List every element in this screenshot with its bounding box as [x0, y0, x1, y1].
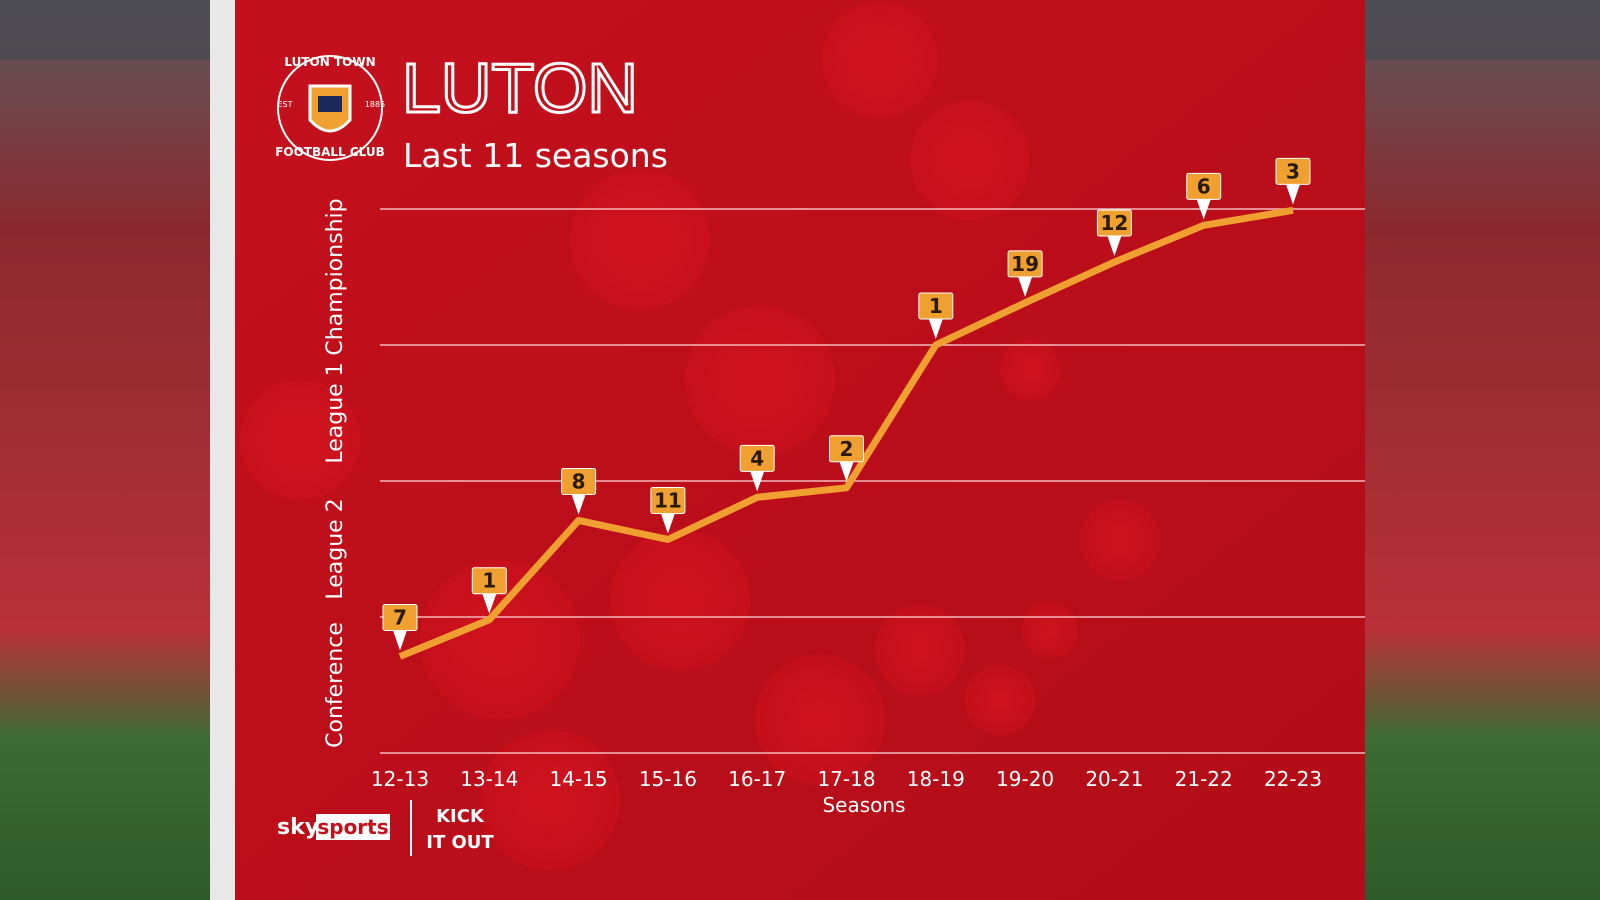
- x-tick-label: 17-18: [817, 767, 875, 791]
- position-box: [1186, 172, 1222, 200]
- chart-title: LUTON: [402, 49, 638, 127]
- x-tick-label: 12-13: [371, 767, 429, 791]
- marker-pointer: [1107, 236, 1122, 257]
- brand-sports: sports: [317, 815, 388, 839]
- position-label: 8: [572, 469, 586, 493]
- x-axis-label: Seasons: [822, 793, 905, 817]
- brand-sky: sky: [277, 815, 319, 840]
- position-marker: 3: [1275, 157, 1311, 205]
- brand-box: [316, 814, 390, 840]
- x-tick-label: 14-15: [550, 767, 608, 791]
- campaign-bottom: IT OUT: [426, 832, 494, 853]
- x-tick-label: 22-23: [1264, 767, 1322, 791]
- marker-pointer: [1018, 276, 1033, 297]
- position-box: [1096, 209, 1132, 237]
- chart-subtitle: Last 11 seasons: [403, 136, 668, 175]
- position-marker: 8: [561, 467, 597, 515]
- y-band-label: League 1: [323, 362, 348, 463]
- y-band-label: Championship: [323, 198, 348, 355]
- position-label: 2: [840, 437, 854, 461]
- y-band-label: Conference: [323, 622, 348, 748]
- position-label: 11: [654, 488, 682, 512]
- marker-pointer: [660, 513, 675, 534]
- position-box: [918, 292, 954, 320]
- marker-pointer: [393, 630, 407, 651]
- position-label: 3: [1286, 159, 1300, 183]
- marker-pointer: [1286, 184, 1300, 205]
- position-marker: 1: [471, 567, 507, 614]
- x-tick-label: 15-16: [639, 767, 697, 791]
- marker-pointer: [482, 593, 497, 614]
- position-box: [1007, 250, 1043, 278]
- series-line: [398, 206, 1294, 660]
- position-marker: 4: [739, 444, 775, 492]
- brand-logos: sky sports KICK IT OUT: [277, 800, 494, 856]
- panel-edge: [210, 0, 235, 900]
- position-marker: 6: [1186, 172, 1222, 220]
- position-label: 1: [929, 294, 943, 318]
- position-label: 4: [750, 446, 764, 470]
- position-box: [650, 486, 686, 514]
- x-tick-label: 19-20: [996, 767, 1054, 791]
- badge-left: EST: [277, 100, 292, 109]
- position-box: [471, 567, 507, 595]
- x-tick-label: 20-21: [1085, 767, 1143, 791]
- position-marker: 11: [650, 486, 686, 534]
- position-box: [739, 444, 775, 472]
- campaign-top: KICK: [436, 806, 485, 827]
- position-marker: 12: [1096, 209, 1132, 257]
- badge-bottom: FOOTBALL CLUB: [275, 145, 385, 159]
- position-box: [829, 435, 864, 463]
- position-label: 7: [393, 605, 407, 629]
- marker-pointer: [928, 319, 943, 339]
- position-label: 6: [1197, 174, 1211, 198]
- position-marker: 1: [918, 292, 954, 339]
- panel-dots: [240, 2, 1160, 870]
- club-badge: LUTON TOWN FOOTBALL CLUB EST 1885: [275, 55, 385, 161]
- position-box: [1275, 157, 1311, 185]
- x-tick-label: 16-17: [728, 767, 786, 791]
- badge-top: LUTON TOWN: [284, 55, 375, 69]
- position-marker: 19: [1007, 250, 1043, 297]
- marker-pointer: [839, 461, 854, 482]
- marker-pointer: [1196, 199, 1211, 220]
- marker-pointer: [571, 494, 586, 515]
- position-label: 1: [482, 569, 496, 593]
- position-marker: 2: [829, 435, 864, 482]
- x-tick-label: 13-14: [460, 767, 518, 791]
- position-box: [382, 603, 418, 631]
- position-marker: 7: [382, 603, 418, 651]
- marker-pointer: [750, 471, 765, 492]
- position-label: 19: [1011, 252, 1039, 276]
- position-box: [561, 467, 597, 495]
- x-tick-label: 18-19: [907, 767, 965, 791]
- x-tick-label: 21-22: [1175, 767, 1233, 791]
- position-label: 12: [1100, 211, 1128, 235]
- badge-right: 1885: [365, 100, 385, 109]
- y-band-label: League 2: [323, 498, 348, 599]
